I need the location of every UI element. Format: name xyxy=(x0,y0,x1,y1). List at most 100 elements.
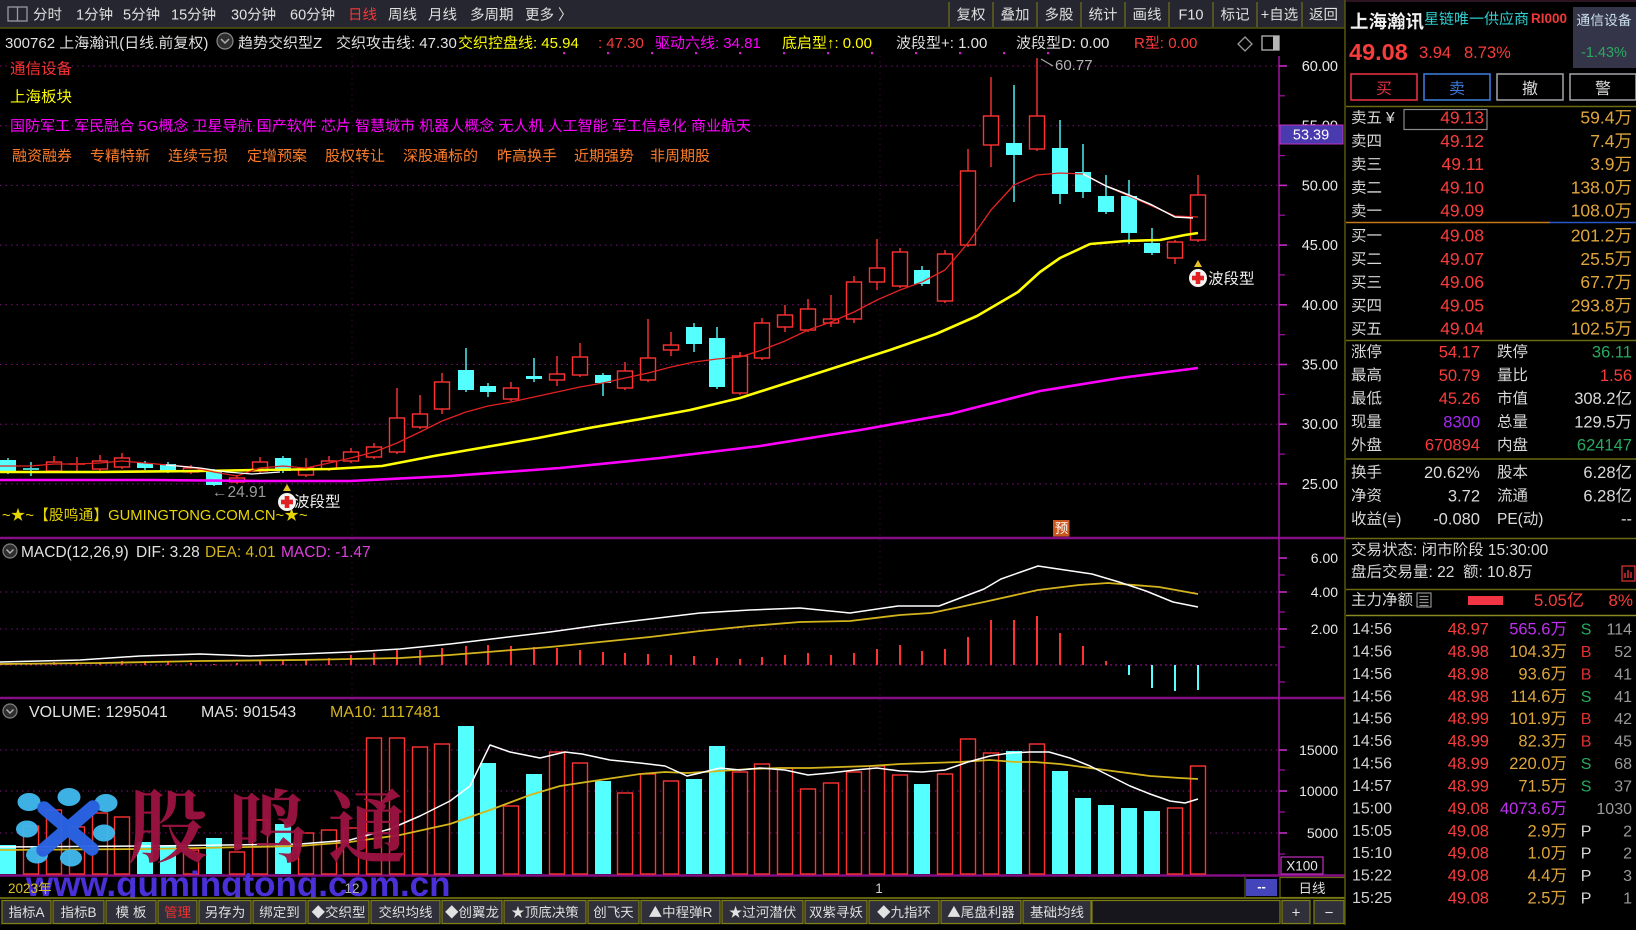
svg-text:49.08: 49.08 xyxy=(1448,845,1489,863)
svg-text:MACD(12,26,9): MACD(12,26,9) xyxy=(21,544,129,561)
svg-text:71.5: 71.5 xyxy=(1518,777,1550,795)
svg-text:30: 30 xyxy=(231,8,247,24)
svg-text:104.3: 104.3 xyxy=(1509,643,1550,661)
svg-text:3.9: 3.9 xyxy=(1590,154,1614,174)
svg-text:MA10:: MA10: xyxy=(330,704,376,721)
svg-text:1295041: 1295041 xyxy=(106,704,168,721)
svg-text:-1.47: -1.47 xyxy=(335,544,370,561)
svg-text:14:56: 14:56 xyxy=(1352,756,1392,773)
svg-text:48.99: 48.99 xyxy=(1448,755,1489,773)
svg-text:1.56: 1.56 xyxy=(1600,367,1632,385)
svg-text:14:57: 14:57 xyxy=(1352,778,1392,795)
svg-text:15:30:00: 15:30:00 xyxy=(1488,542,1549,559)
svg-text:1: 1 xyxy=(1623,891,1632,908)
svg-text:300762: 300762 xyxy=(5,35,55,52)
svg-text:220.0: 220.0 xyxy=(1509,755,1550,773)
svg-text:48.98: 48.98 xyxy=(1448,643,1489,661)
svg-text:P: P xyxy=(1581,823,1592,840)
svg-text:42: 42 xyxy=(1614,711,1632,728)
svg-text:102.5: 102.5 xyxy=(1571,319,1615,339)
svg-text:15:05: 15:05 xyxy=(1352,823,1392,840)
svg-text:3.72: 3.72 xyxy=(1448,487,1480,505)
svg-text:50.00: 50.00 xyxy=(1302,178,1338,194)
svg-text:(: ( xyxy=(119,35,124,52)
svg-text:DEA:: DEA: xyxy=(205,544,241,561)
svg-text:49.05: 49.05 xyxy=(1440,295,1484,315)
svg-text:5: 5 xyxy=(123,8,131,24)
svg-text:15:00: 15:00 xyxy=(1352,800,1392,817)
svg-text:5G: 5G xyxy=(138,118,158,135)
svg-text:A: A xyxy=(36,905,45,920)
svg-text::: : xyxy=(1429,564,1433,581)
svg-text:+:: +: xyxy=(941,35,954,52)
svg-text:48.98: 48.98 xyxy=(1448,688,1489,706)
svg-text:624147: 624147 xyxy=(1577,437,1632,455)
svg-text:B: B xyxy=(1581,666,1592,683)
svg-text:.: . xyxy=(154,35,158,52)
svg-text:7.4: 7.4 xyxy=(1590,131,1615,151)
svg-text:60.77: 60.77 xyxy=(1055,57,1093,74)
svg-text:4.00: 4.00 xyxy=(1311,584,1338,600)
svg-text:47.30: 47.30 xyxy=(419,35,457,52)
svg-text:1.0: 1.0 xyxy=(1528,845,1551,863)
svg-text:GUMINGTONG.COM.CN~: GUMINGTONG.COM.CN~ xyxy=(108,508,284,524)
svg-text:15:10: 15:10 xyxy=(1352,845,1392,862)
svg-text:201.2: 201.2 xyxy=(1571,226,1615,246)
svg-text:2: 2 xyxy=(1623,846,1632,863)
svg-text:B: B xyxy=(88,905,97,920)
svg-text:P: P xyxy=(1581,868,1592,885)
svg-text:(≡): (≡) xyxy=(1382,511,1401,528)
svg-text:49.06: 49.06 xyxy=(1440,272,1484,292)
svg-text:2023: 2023 xyxy=(8,881,38,896)
svg-text:48.98: 48.98 xyxy=(1448,665,1489,683)
svg-text:52: 52 xyxy=(1614,644,1632,661)
svg-text:49.08: 49.08 xyxy=(1448,800,1489,818)
svg-text:45.94: 45.94 xyxy=(541,35,579,52)
svg-text:1030: 1030 xyxy=(1596,801,1632,818)
svg-text:-0.080: -0.080 xyxy=(1433,511,1480,529)
svg-text:48.99: 48.99 xyxy=(1448,710,1489,728)
svg-text:34.81: 34.81 xyxy=(723,35,761,52)
svg-text:15: 15 xyxy=(171,8,187,24)
svg-text:6.28: 6.28 xyxy=(1583,464,1615,482)
svg-text:R: R xyxy=(703,905,713,920)
svg-text:4.01: 4.01 xyxy=(246,544,276,561)
svg-text:93.6: 93.6 xyxy=(1518,665,1550,683)
svg-text:6.00: 6.00 xyxy=(1311,550,1338,566)
svg-text:2: 2 xyxy=(1623,823,1632,840)
svg-text:1117481: 1117481 xyxy=(381,704,441,721)
svg-text:): ) xyxy=(203,35,208,52)
svg-text:37: 37 xyxy=(1614,778,1632,795)
svg-text:15:22: 15:22 xyxy=(1352,868,1392,885)
svg-text:14:56: 14:56 xyxy=(1352,666,1392,683)
svg-text:P: P xyxy=(1581,891,1592,908)
svg-text:49.07: 49.07 xyxy=(1440,249,1484,269)
svg-text:14:56: 14:56 xyxy=(1352,688,1392,705)
svg-text:901543: 901543 xyxy=(243,704,296,721)
svg-text:DIF:: DIF: xyxy=(136,544,165,561)
svg-text:P: P xyxy=(1581,846,1592,863)
svg-text:48.99: 48.99 xyxy=(1448,777,1489,795)
svg-text:1.00: 1.00 xyxy=(958,35,987,52)
svg-text:2.5: 2.5 xyxy=(1528,890,1551,908)
svg-text:25.5: 25.5 xyxy=(1580,249,1614,269)
svg-text:--: -- xyxy=(1257,879,1266,894)
svg-text:22: 22 xyxy=(1437,564,1454,581)
svg-text:15:25: 15:25 xyxy=(1352,890,1392,907)
svg-text:PE(: PE( xyxy=(1497,511,1524,528)
svg-text:49.08: 49.08 xyxy=(1440,226,1484,246)
svg-text:4073.6: 4073.6 xyxy=(1500,800,1550,818)
svg-text:MACD:: MACD: xyxy=(281,544,331,561)
svg-text:47.30: 47.30 xyxy=(606,35,644,52)
svg-text:F10: F10 xyxy=(1179,8,1204,24)
svg-text:129.5: 129.5 xyxy=(1574,413,1615,431)
svg-text:0.00: 0.00 xyxy=(843,35,872,52)
svg-text:1: 1 xyxy=(76,8,84,24)
svg-text:67.7: 67.7 xyxy=(1580,272,1614,292)
svg-text:82.3: 82.3 xyxy=(1518,733,1550,751)
svg-text:45.00: 45.00 xyxy=(1302,238,1338,254)
svg-text:49.12: 49.12 xyxy=(1440,131,1484,151)
svg-text:−: − xyxy=(1325,905,1334,922)
svg-text::: : xyxy=(715,35,719,52)
svg-text:101.9: 101.9 xyxy=(1509,710,1550,728)
